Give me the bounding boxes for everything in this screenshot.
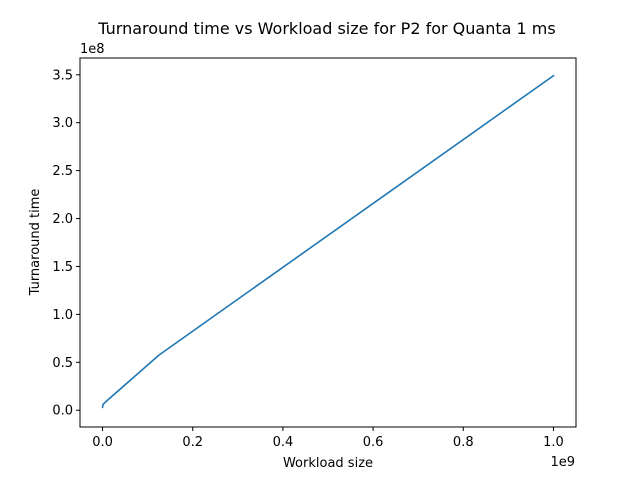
plot-area-frame xyxy=(79,57,577,428)
x-axis-offset-label: 1e9 xyxy=(550,455,575,470)
x-tick-label: 0.2 xyxy=(182,435,203,450)
x-axis-label: Workload size xyxy=(283,456,373,471)
y-axis-ticks: 0.0 0.5 1.0 1.5 2.0 2.5 3.0 3.5 xyxy=(52,68,80,419)
y-tick-label: 0.0 xyxy=(52,404,73,419)
y-tick-label: 2.0 xyxy=(52,212,73,227)
x-axis-ticks: 0.0 0.2 0.4 0.6 0.8 1.0 xyxy=(92,427,564,450)
x-tick-label: 0.6 xyxy=(363,435,384,450)
x-tick-label: 0.0 xyxy=(92,435,113,450)
y-tick-label: 2.5 xyxy=(52,164,73,179)
y-tick-label: 3.0 xyxy=(52,116,73,131)
x-tick-label: 0.4 xyxy=(273,435,294,450)
y-axis-label: Turnaround time xyxy=(28,189,43,297)
x-tick-label: 0.8 xyxy=(453,435,474,450)
y-tick-label: 3.5 xyxy=(52,68,73,83)
series-layer xyxy=(101,74,555,409)
y-tick-label: 1.0 xyxy=(52,308,73,323)
x-tick-label: 1.0 xyxy=(543,435,564,450)
series-line xyxy=(101,74,555,409)
y-tick-label: 0.5 xyxy=(52,356,73,371)
y-tick-label: 1.5 xyxy=(52,260,73,275)
y-axis-offset-label: 1e8 xyxy=(80,42,105,57)
chart-title: Turnaround time vs Workload size for P2 … xyxy=(97,19,555,38)
